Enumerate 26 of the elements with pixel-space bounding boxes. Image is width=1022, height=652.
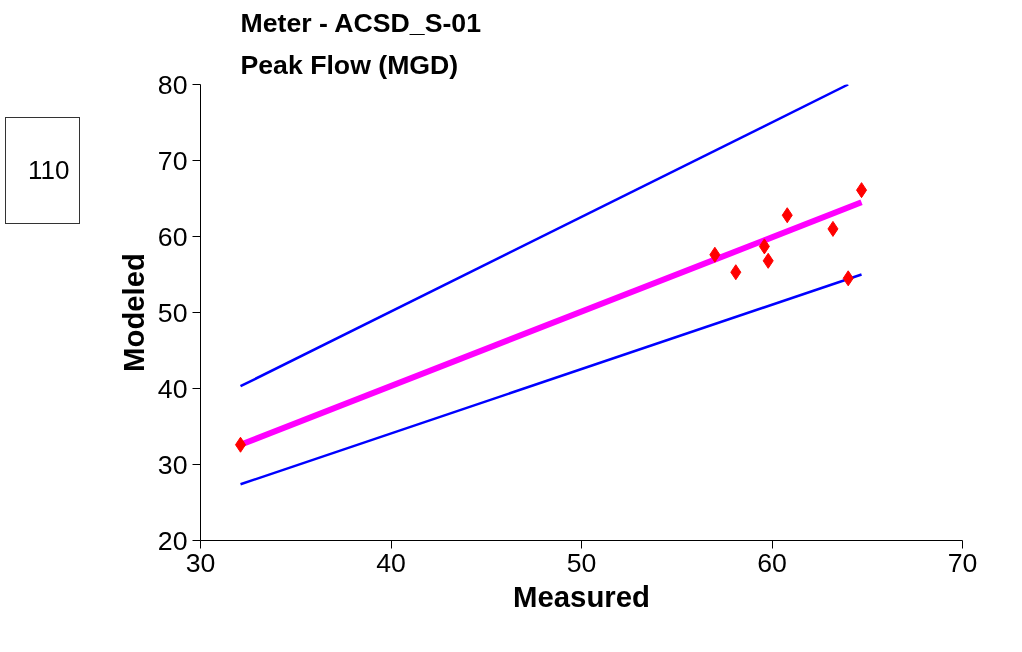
x-tick-label: 50 [566, 547, 597, 578]
text: 110 [5, 117, 81, 225]
point [758, 238, 770, 255]
chart-subtitle: Peak Flow (MGD) [240, 49, 459, 80]
y-axis-title: Modeled [116, 253, 150, 372]
point [730, 264, 742, 281]
point [781, 207, 793, 224]
point [762, 252, 774, 269]
chart-title: Meter - ACSD_S-01 [240, 7, 482, 38]
point [235, 436, 247, 453]
x-tick-label: 70 [947, 547, 978, 578]
point [709, 246, 721, 263]
y-tick-label: 70 [157, 145, 188, 176]
point [842, 270, 854, 287]
point [856, 182, 868, 199]
x-tick-label: 60 [757, 547, 787, 578]
point [827, 220, 839, 237]
x-axis-title: Measured [513, 579, 650, 613]
y-tick-label: 20 [157, 525, 188, 556]
x-tick-label: 40 [376, 547, 406, 578]
x-tick-label: 30 [185, 547, 216, 578]
y-tick-label: 40 [157, 373, 188, 404]
y-tick-label: 60 [157, 221, 188, 252]
y-tick-label: 50 [157, 297, 188, 328]
y-tick-label: 80 [157, 69, 188, 100]
y-tick-label: 30 [157, 449, 188, 480]
